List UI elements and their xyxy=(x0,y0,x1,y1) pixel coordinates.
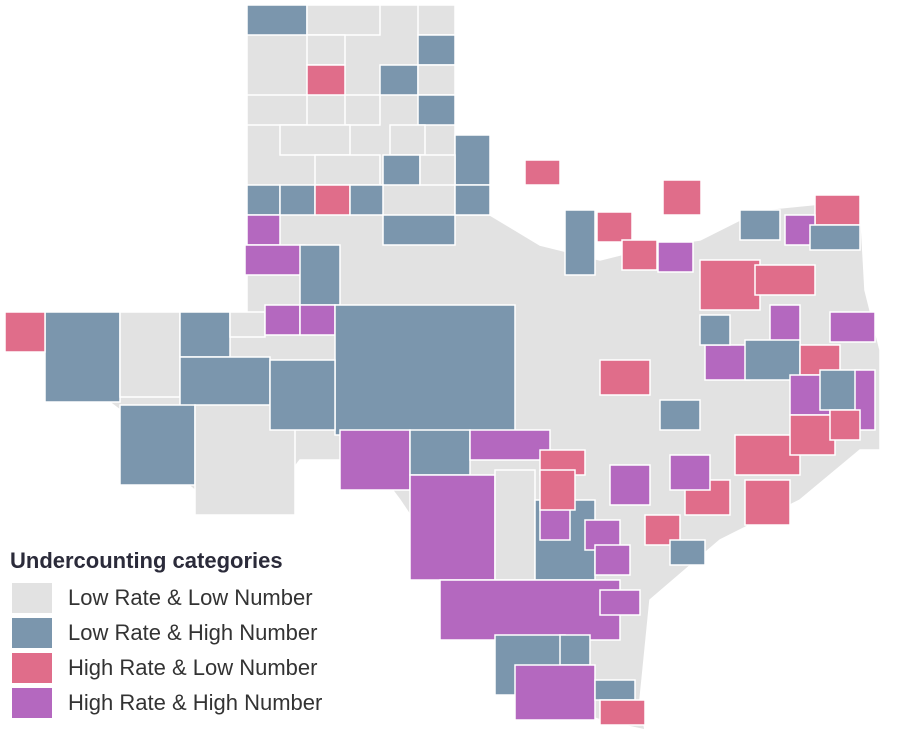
county-region xyxy=(382,214,456,246)
legend-swatch xyxy=(12,653,52,683)
county-region xyxy=(119,404,196,486)
legend-label: Low Rate & High Number xyxy=(68,620,317,645)
county-region xyxy=(417,34,456,66)
county-region xyxy=(704,344,751,381)
county-region xyxy=(179,311,231,358)
county-region xyxy=(246,94,308,126)
county-region xyxy=(349,184,384,216)
county-region xyxy=(306,64,346,96)
county-region xyxy=(669,539,706,566)
county-region xyxy=(246,184,281,216)
county-region xyxy=(819,369,861,411)
county-region xyxy=(559,634,591,666)
county-region xyxy=(179,356,271,408)
county-region xyxy=(659,399,701,431)
county-region xyxy=(564,209,596,276)
county-region xyxy=(744,479,791,526)
county-region xyxy=(454,134,491,186)
county-region xyxy=(539,469,576,511)
county-region xyxy=(789,414,836,456)
county-region xyxy=(279,124,351,156)
county-region xyxy=(314,154,381,186)
county-region xyxy=(784,214,816,246)
county-region xyxy=(669,454,711,491)
county-region xyxy=(344,94,381,126)
county-region xyxy=(246,214,281,246)
county-region xyxy=(244,244,306,276)
texas-county-map xyxy=(3,4,881,731)
county-region xyxy=(246,4,308,36)
county-region xyxy=(269,359,336,431)
county-region xyxy=(306,4,381,36)
county-region xyxy=(596,211,633,243)
county-region xyxy=(119,311,181,398)
county-region xyxy=(769,304,801,346)
county-region xyxy=(594,544,631,576)
county-region xyxy=(657,241,694,273)
county-region xyxy=(299,244,341,306)
county-region xyxy=(417,64,456,96)
county-region xyxy=(754,264,816,296)
county-region xyxy=(524,159,561,186)
county-region xyxy=(417,4,456,36)
county-region xyxy=(494,469,536,581)
county-region xyxy=(829,311,876,343)
county-region xyxy=(334,304,516,436)
county-region xyxy=(594,679,636,701)
county-region xyxy=(229,311,266,338)
county-region xyxy=(514,664,596,721)
legend: Undercounting categories Low Rate & Low … xyxy=(10,548,322,718)
legend-swatch xyxy=(12,583,52,613)
county-region xyxy=(454,184,491,216)
county-region xyxy=(439,579,621,641)
county-region xyxy=(829,409,861,441)
legend-label: High Rate & Low Number xyxy=(68,655,317,680)
county-region xyxy=(599,699,646,726)
county-region xyxy=(314,184,351,216)
county-region xyxy=(306,34,346,66)
county-region xyxy=(299,304,336,336)
county-region xyxy=(419,154,456,186)
county-region xyxy=(264,304,301,336)
county-region xyxy=(662,179,702,216)
county-region xyxy=(4,311,46,353)
county-region xyxy=(739,209,781,241)
county-region xyxy=(44,311,121,403)
county-region xyxy=(609,464,651,506)
county-region xyxy=(744,339,801,381)
legend-swatch xyxy=(12,688,52,718)
county-region xyxy=(699,259,761,311)
county-region xyxy=(699,314,731,346)
county-region xyxy=(469,429,551,461)
legend-title: Undercounting categories xyxy=(10,548,283,573)
legend-label: Low Rate & Low Number xyxy=(68,585,313,610)
county-region xyxy=(279,184,316,216)
county-region xyxy=(409,474,496,581)
county-region xyxy=(599,359,651,396)
county-region xyxy=(599,589,641,616)
legend-label: High Rate & High Number xyxy=(68,690,322,715)
county-region xyxy=(379,64,419,96)
county-region xyxy=(339,429,411,491)
legend-swatch xyxy=(12,618,52,648)
county-region xyxy=(409,429,471,476)
county-region xyxy=(417,94,456,126)
county-region xyxy=(382,154,421,186)
county-region xyxy=(389,124,426,156)
county-region xyxy=(621,239,658,271)
county-region xyxy=(809,224,861,251)
county-region xyxy=(814,194,861,226)
